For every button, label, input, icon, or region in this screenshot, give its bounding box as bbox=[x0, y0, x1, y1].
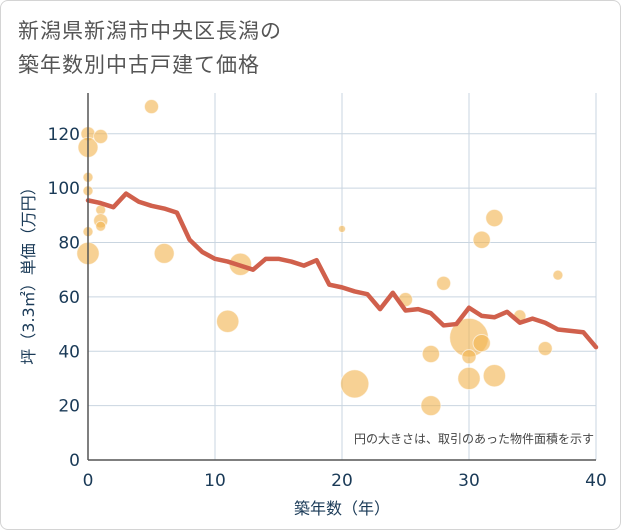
scatter-point bbox=[472, 333, 491, 353]
scatter-point bbox=[421, 344, 441, 364]
scatter-point bbox=[95, 220, 107, 232]
x-tick-label: 10 bbox=[204, 471, 226, 491]
scatter-point bbox=[537, 340, 553, 357]
scatter-point bbox=[337, 224, 347, 233]
average-price-line bbox=[85, 191, 599, 350]
x-tick-label: 0 bbox=[83, 471, 94, 491]
scatter-point bbox=[552, 269, 564, 281]
y-tick-label: 100 bbox=[48, 179, 80, 199]
x-tick-label: 20 bbox=[331, 471, 353, 491]
chart-title-line1: 新潟県新潟市中央区長潟の bbox=[18, 19, 282, 43]
y-tick-label: 40 bbox=[58, 342, 80, 362]
y-tick-label: 20 bbox=[58, 397, 80, 417]
scatter-point bbox=[93, 128, 109, 145]
scatter-point bbox=[472, 230, 491, 249]
scatter-point bbox=[153, 242, 175, 264]
bubble-size-note: 円の大きさは、取引のあった物件面積を示す bbox=[354, 431, 594, 446]
scatter-point bbox=[485, 208, 504, 228]
scatter-point bbox=[216, 309, 240, 334]
scatter-point bbox=[482, 364, 507, 388]
x-tick-label: 30 bbox=[458, 471, 480, 491]
y-axis-label: 坪（3.3㎡）単価（万円） bbox=[19, 179, 38, 364]
y-tick-label: 60 bbox=[58, 288, 80, 308]
scatter-point bbox=[436, 275, 452, 291]
tick-labels: 0 20 40 60 80 100 120 0 10 20 30 40 bbox=[48, 125, 607, 491]
axes bbox=[87, 93, 596, 461]
x-axis-label: 築年数（年） bbox=[294, 499, 390, 518]
y-tick-label: 80 bbox=[58, 234, 80, 254]
scatter-point bbox=[461, 349, 477, 365]
chart-title: 新潟県新潟市中央区長潟の 築年数別中古戸建て価格 bbox=[18, 14, 282, 82]
scatter-point bbox=[143, 99, 160, 115]
chart-title-line2: 築年数別中古戸建て価格 bbox=[18, 53, 260, 77]
trend-layer bbox=[85, 191, 599, 350]
grid bbox=[88, 93, 597, 460]
x-tick-label: 40 bbox=[585, 471, 607, 491]
y-tick-label: 0 bbox=[69, 451, 80, 471]
y-tick-label: 120 bbox=[48, 125, 80, 145]
scatter-point bbox=[340, 369, 370, 399]
scatter-point bbox=[420, 395, 442, 417]
scatter-point bbox=[457, 366, 481, 391]
bubble-layer bbox=[76, 99, 564, 417]
